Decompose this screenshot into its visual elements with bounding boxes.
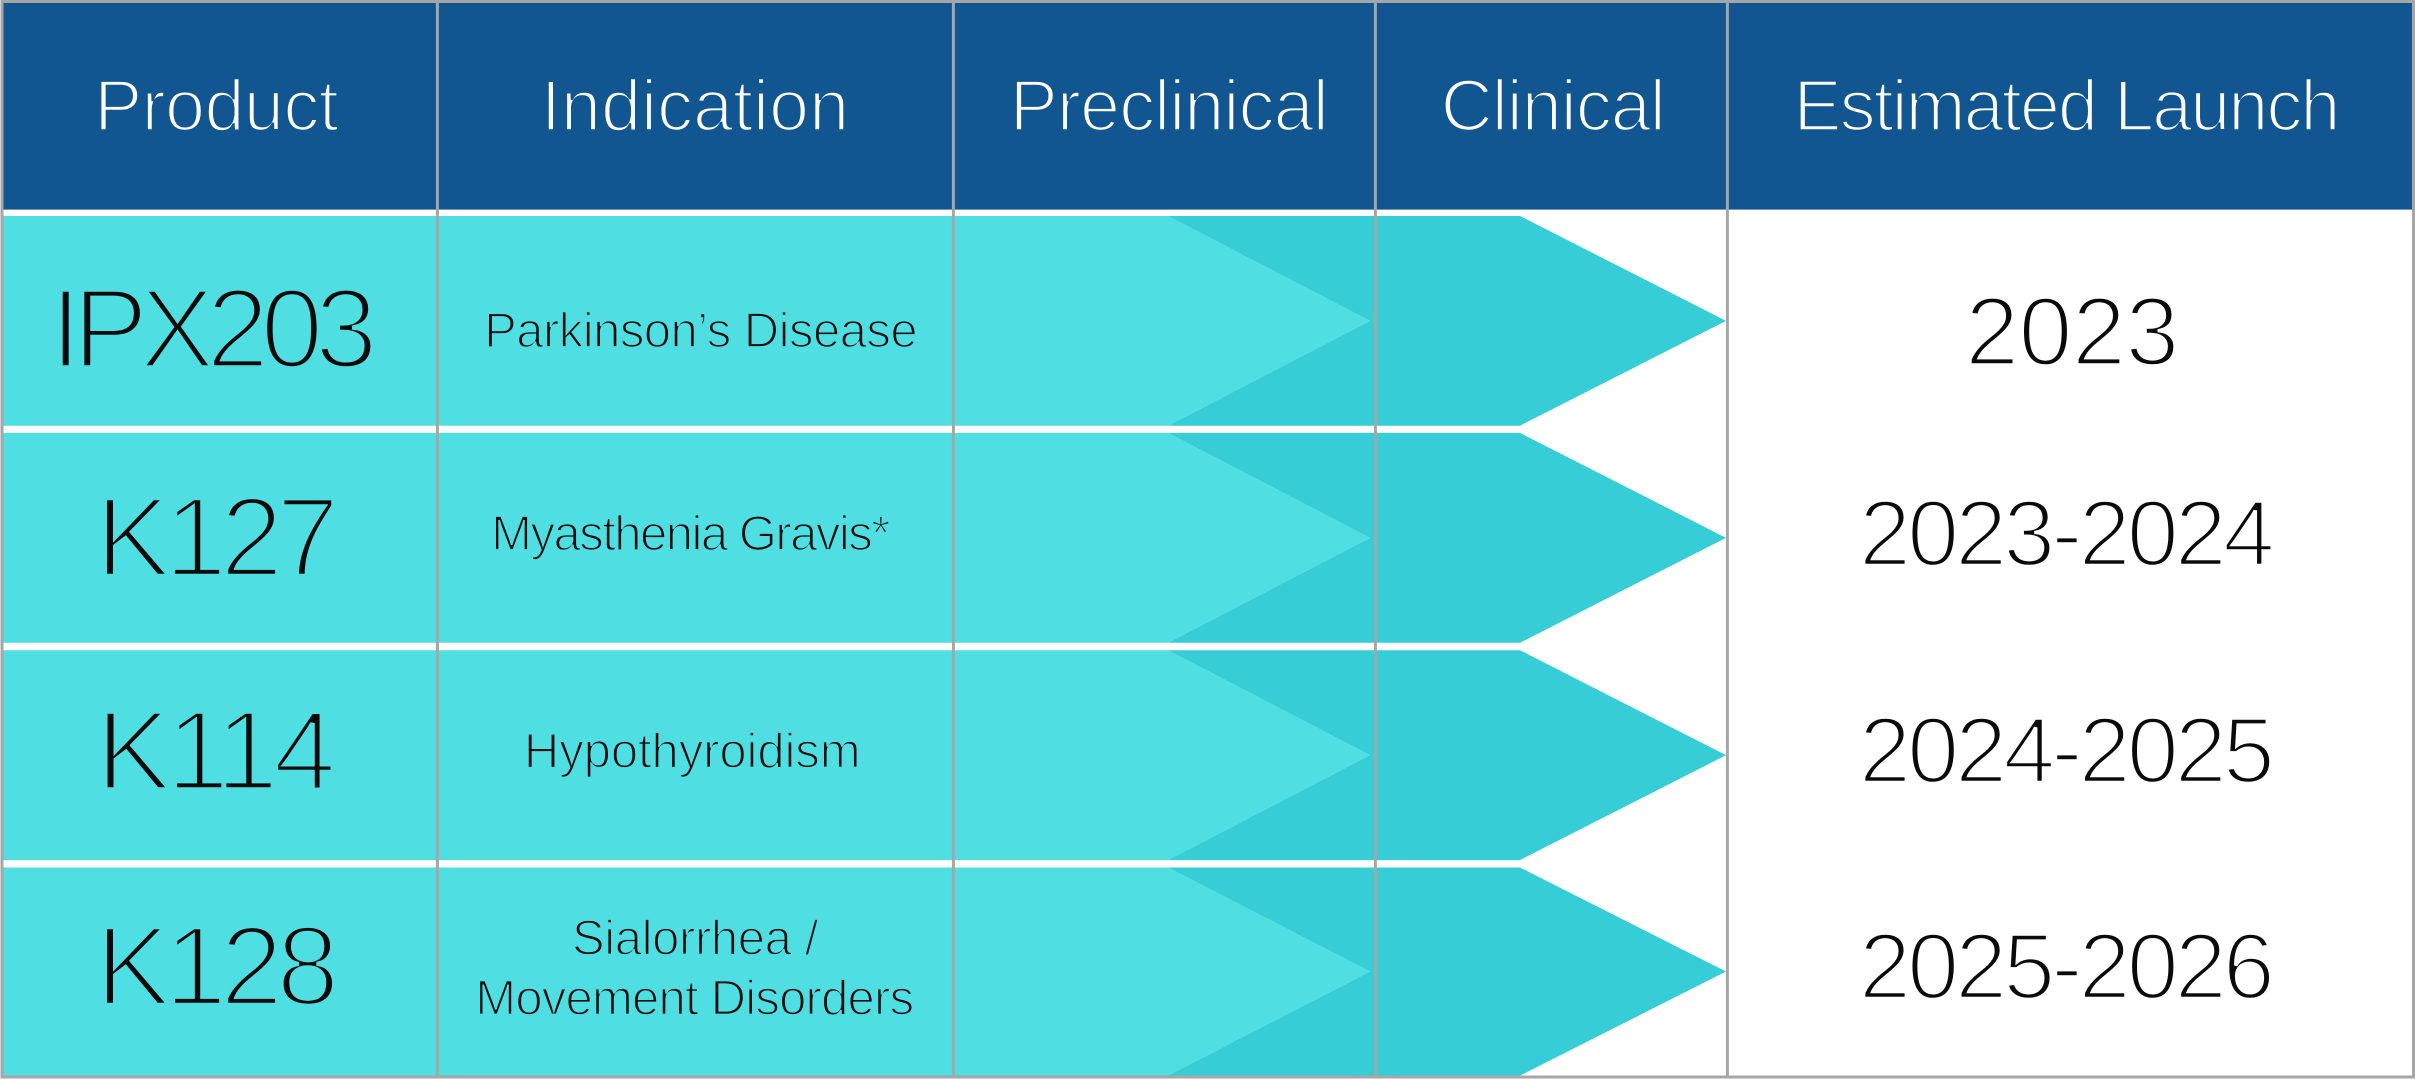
svg-text:Hypothyroidism: Hypothyroidism: [524, 724, 861, 778]
svg-text:2023-2024: 2023-2024: [1859, 480, 2273, 585]
svg-text:Preclinical: Preclinical: [1010, 67, 1328, 147]
svg-text:IPX203: IPX203: [50, 266, 373, 392]
svg-text:Myasthenia Gravis*: Myasthenia Gravis*: [491, 507, 890, 561]
svg-text:2023: 2023: [1965, 277, 2179, 386]
svg-text:Product: Product: [94, 67, 339, 147]
svg-text:K128: K128: [95, 903, 334, 1029]
svg-text:K127: K127: [95, 474, 334, 600]
svg-text:Sialorrhea /: Sialorrhea /: [572, 911, 819, 965]
svg-text:Clinical: Clinical: [1441, 67, 1665, 147]
svg-text:2024-2025: 2024-2025: [1859, 697, 2272, 802]
svg-text:2025-2026: 2025-2026: [1859, 913, 2271, 1018]
svg-text:Movement Disorders: Movement Disorders: [475, 971, 913, 1025]
svg-text:Indication: Indication: [541, 67, 849, 147]
svg-text:K114: K114: [96, 687, 333, 813]
svg-text:Estimated Launch: Estimated Launch: [1794, 67, 2339, 147]
svg-text:Parkinson’s Disease: Parkinson’s Disease: [484, 304, 917, 358]
